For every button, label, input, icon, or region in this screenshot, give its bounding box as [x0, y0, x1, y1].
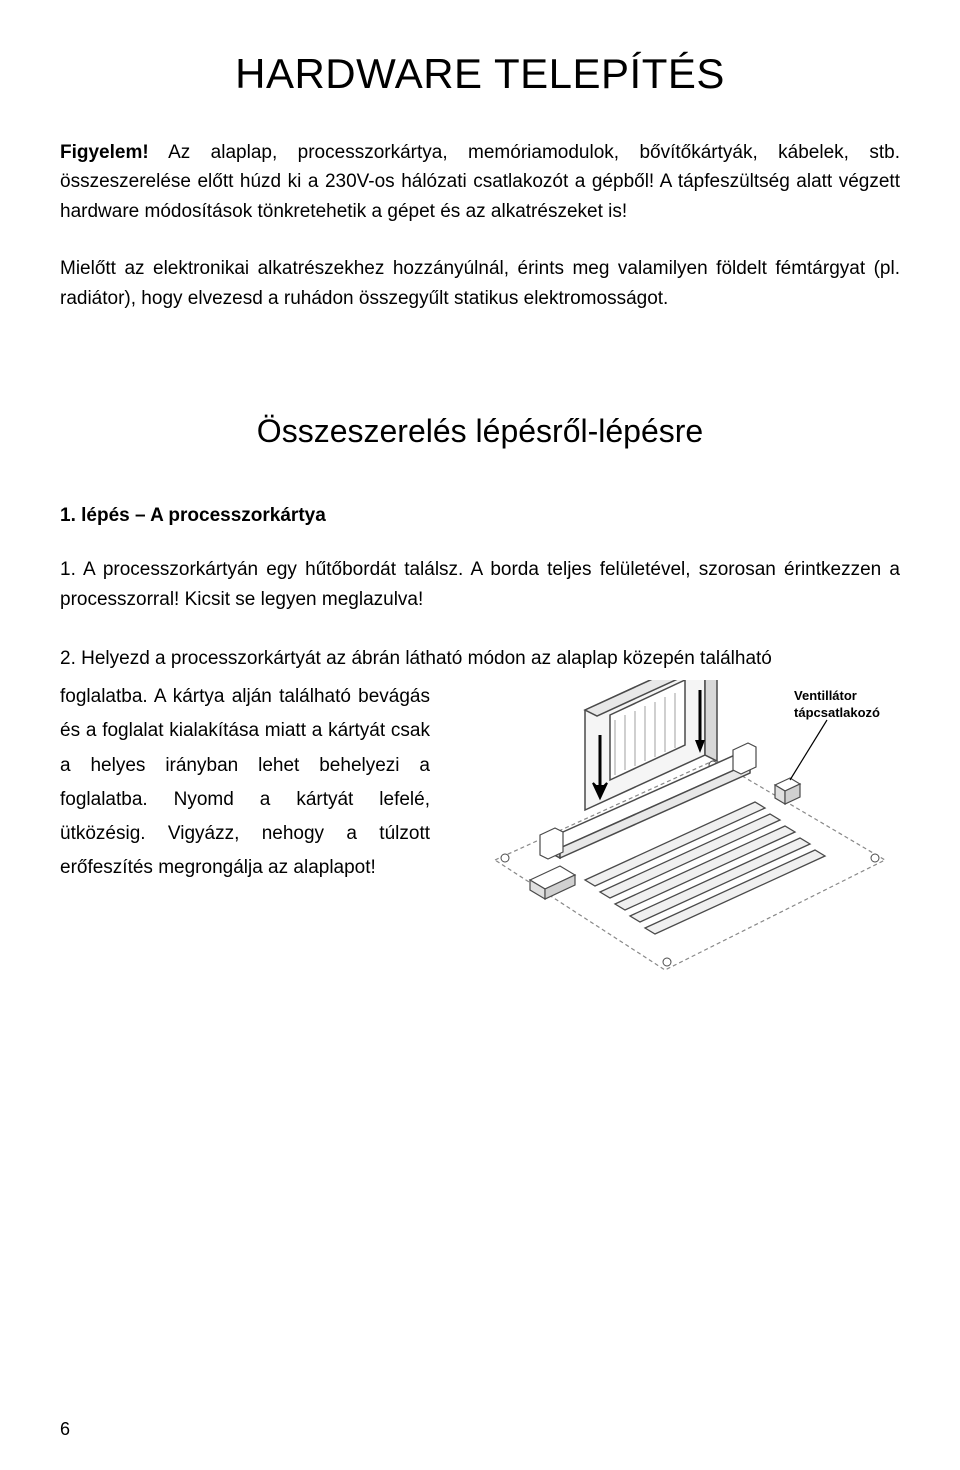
diagram-label: Ventillátor tápcsatlakozó [794, 688, 880, 722]
section-title: Összeszerelés lépésről-lépésre [60, 413, 900, 450]
step-2-wrap: foglalatba. A kártya alján található bev… [60, 680, 900, 1020]
step-1-paragraph: 1. A processzorkártyán egy hűtőbordát ta… [60, 555, 900, 614]
warning-paragraph: Figyelem! Az alaplap, processzorkártya, … [60, 138, 900, 226]
page-title: HARDWARE TELEPÍTÉS [60, 50, 900, 98]
step-2-first-line: 2. Helyezd a processzorkártyát az ábrán … [60, 642, 900, 676]
step-1-heading: 1. lépés – A processzorkártya [60, 505, 900, 527]
warning-text: Az alaplap, processzorkártya, memóriamod… [60, 142, 900, 222]
motherboard-diagram-icon [450, 680, 900, 1020]
advice-paragraph: Mielőtt az elektronikai alkatrészekhez h… [60, 254, 900, 313]
step-2-text-column: foglalatba. A kártya alján található bev… [60, 680, 430, 1020]
diagram-label-line1: Ventillátor [794, 688, 857, 703]
step-2-container: 2. Helyezd a processzorkártyát az ábrán … [60, 642, 900, 1020]
diagram-column: Ventillátor tápcsatlakozó [450, 680, 900, 1020]
warning-label: Figyelem! [60, 142, 149, 163]
diagram-label-line2: tápcsatlakozó [794, 705, 880, 720]
page-number: 6 [60, 1419, 70, 1440]
